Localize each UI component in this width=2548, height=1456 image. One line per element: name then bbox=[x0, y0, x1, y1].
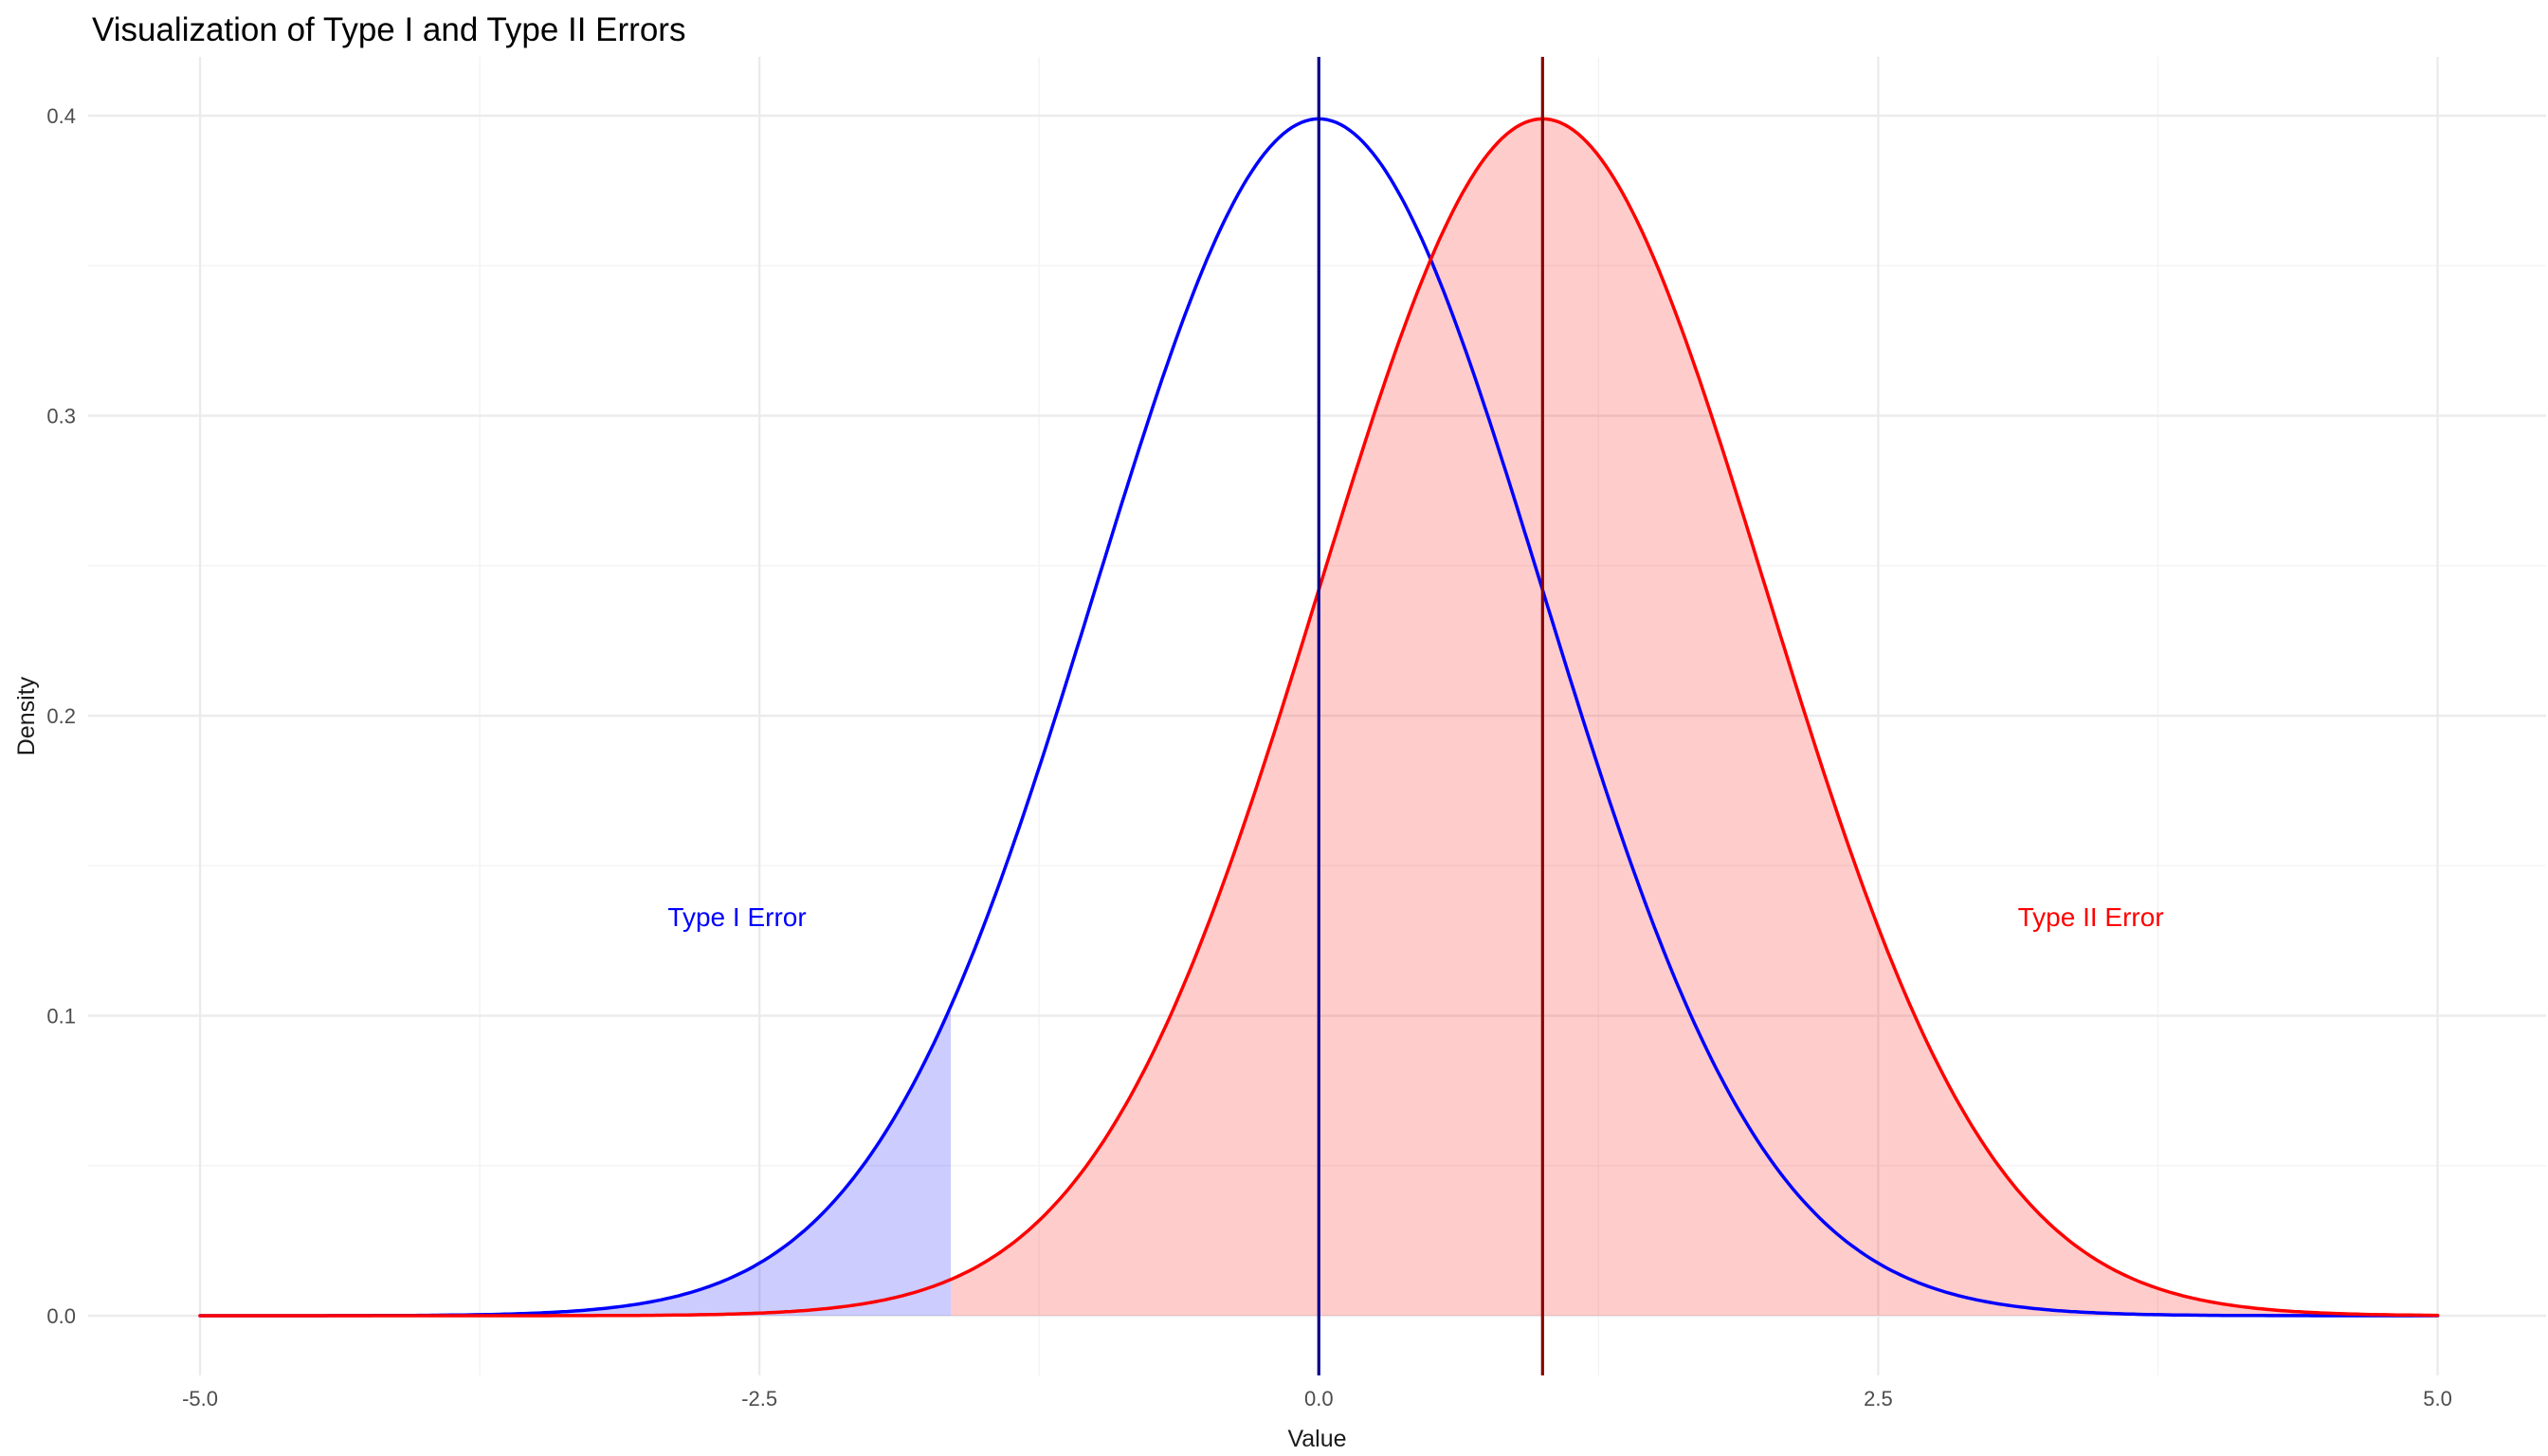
y-tick-label: 0.2 bbox=[46, 704, 76, 728]
type-i-error-region bbox=[200, 1006, 951, 1316]
y-tick-label: 0.1 bbox=[46, 1005, 76, 1028]
x-axis-tick-labels: -5.0 -2.5 0.0 2.5 5.0 bbox=[182, 1387, 2452, 1410]
annotation-type-ii: Type II Error bbox=[2018, 902, 2164, 932]
type-ii-error-region bbox=[951, 118, 2438, 1316]
x-axis-title: Value bbox=[1287, 1426, 1346, 1452]
y-tick-label: 0.4 bbox=[46, 104, 76, 128]
x-tick-label: -5.0 bbox=[182, 1387, 218, 1410]
x-tick-label: 0.0 bbox=[1304, 1387, 1334, 1410]
y-axis-title: Density bbox=[13, 676, 40, 755]
annotation-type-i: Type I Error bbox=[667, 902, 806, 932]
x-tick-label: 5.0 bbox=[2423, 1387, 2452, 1410]
y-axis-tick-labels: 0.0 0.1 0.2 0.3 0.4 bbox=[46, 104, 76, 1328]
x-tick-label: 2.5 bbox=[1864, 1387, 1893, 1410]
chart-title: Visualization of Type I and Type II Erro… bbox=[92, 11, 686, 48]
x-tick-label: -2.5 bbox=[741, 1387, 777, 1410]
y-tick-label: 0.0 bbox=[46, 1304, 76, 1328]
y-tick-label: 0.3 bbox=[46, 405, 76, 428]
